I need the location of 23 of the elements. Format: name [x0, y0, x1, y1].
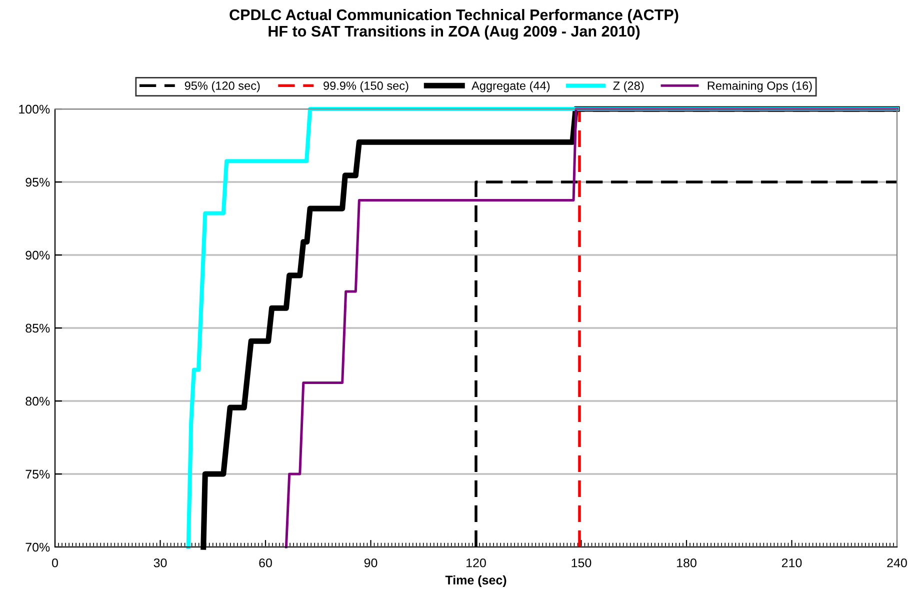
- y-tick-label: 75%: [26, 470, 50, 479]
- x-tick-label: 120: [466, 558, 486, 568]
- x-tick-label: 240: [887, 558, 907, 568]
- legend-label: Remaining Ops (16): [708, 81, 812, 92]
- y-tick-label: 90%: [26, 250, 50, 260]
- x-tick-label: 210: [782, 558, 802, 568]
- y-tick-label: 100%: [19, 104, 50, 114]
- y-tick-label: 70%: [26, 542, 50, 552]
- x-tick-label: 30: [154, 558, 167, 568]
- x-tick-label: 150: [572, 558, 592, 568]
- legend-label: Aggregate (44): [472, 81, 550, 92]
- x-tick-label: 0: [52, 558, 58, 568]
- x-tick-label: 60: [259, 558, 272, 568]
- x-tick-label: 180: [677, 558, 696, 568]
- y-tick-label: 80%: [26, 396, 50, 406]
- y-tick-label: 95%: [26, 178, 50, 187]
- legend-label: 99.9% (150 sec): [324, 81, 408, 92]
- chart-title: CPDLC Actual Communication Technical Performance (ACTP) HF to SAT Transitions in ZOA (Aug 2009 - Jan 2010): [230, 8, 678, 40]
- y-tick-label: 85%: [26, 324, 50, 333]
- x-tick-label: 90: [364, 558, 378, 568]
- legend-label: 95% (120 sec): [184, 81, 260, 92]
- legend-label: Z (28): [613, 81, 644, 92]
- x-axis-title: Time (sec): [445, 575, 506, 587]
